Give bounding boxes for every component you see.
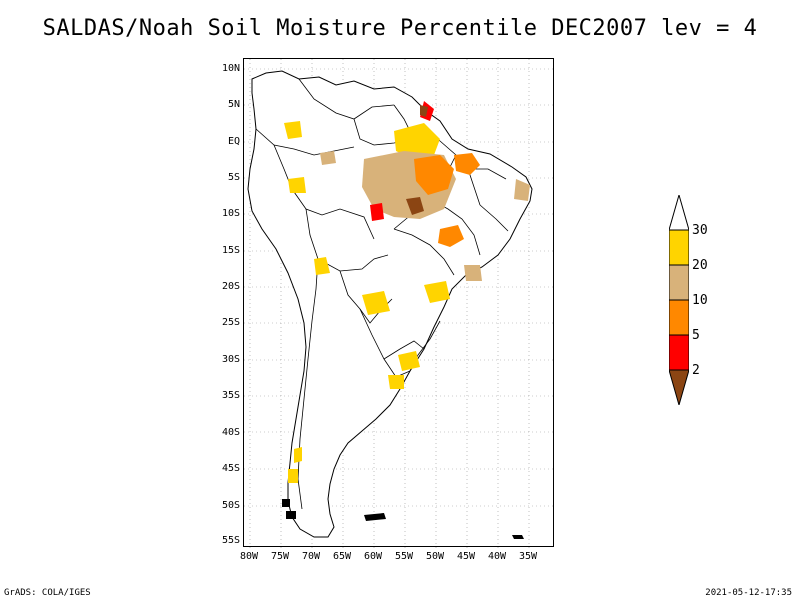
map-panel (243, 58, 555, 548)
patch-20-30 (398, 351, 420, 371)
patch-10-20 (320, 151, 336, 165)
lon-label-55w: 55W (394, 551, 414, 562)
map-title: SALDAS/Noah Soil Moisture Percentile DEC… (42, 16, 758, 41)
patch-2-5 (370, 203, 384, 221)
south-america-map (244, 59, 555, 548)
patch-5-10 (454, 153, 480, 175)
patch-20-30 (284, 121, 302, 139)
patch-below-2 (420, 105, 428, 117)
islands (282, 499, 524, 539)
lon-label-80w: 80W (239, 551, 259, 562)
colorbar-5-10 (668, 299, 690, 336)
patch-5-10 (438, 225, 464, 247)
lat-label-10s: 10S (221, 208, 240, 219)
lat-label-40s: 40S (221, 427, 240, 438)
colorbar-below-2 (668, 369, 690, 407)
patch-20-30 (288, 469, 298, 483)
patch-20-30 (288, 177, 306, 193)
lon-label-75w: 75W (270, 551, 290, 562)
colorbar-label-10: 10 (692, 293, 708, 308)
patch-20-30 (388, 375, 404, 389)
lat-label-10n: 10N (221, 63, 240, 74)
colorbar (668, 193, 690, 407)
footer-timestamp: 2021-05-12-17:35 (705, 588, 792, 598)
lat-label-5n: 5N (227, 99, 240, 110)
patch-below-2 (406, 197, 424, 215)
lat-label-30s: 30S (221, 354, 240, 365)
lon-label-70w: 70W (301, 551, 321, 562)
colorbar-10-20 (668, 264, 690, 301)
lon-label-35w: 35W (518, 551, 538, 562)
colorbar-2-5 (668, 334, 690, 371)
lat-label-25s: 25S (221, 317, 240, 328)
percentile-patches (284, 101, 530, 483)
patch-5-10 (414, 155, 454, 195)
lat-label-55s: 55S (221, 535, 240, 546)
lat-label-15s: 15S (221, 245, 240, 256)
lon-label-65w: 65W (332, 551, 352, 562)
lon-label-45w: 45W (456, 551, 476, 562)
lat-label-eq: EQ (227, 136, 240, 147)
patch-20-30 (362, 291, 390, 315)
south-america-outline (247, 70, 533, 538)
patch-20-30 (294, 447, 302, 463)
patch-20-30 (424, 281, 450, 303)
colorbar-label-5: 5 (692, 328, 700, 343)
colorbar-20-30 (668, 229, 690, 266)
footer-credit: GrADS: COLA/IGES (4, 588, 91, 598)
colorbar-graphic (668, 193, 690, 407)
patch-10-20 (514, 179, 530, 201)
lon-label-50w: 50W (425, 551, 445, 562)
colorbar-label-20: 20 (692, 258, 708, 273)
lon-label-60w: 60W (363, 551, 383, 562)
lat-label-45s: 45S (221, 463, 240, 474)
lat-label-35s: 35S (221, 390, 240, 401)
patch-20-30 (394, 123, 440, 159)
colorbar-label-30: 30 (692, 223, 708, 238)
colorbar-label-2: 2 (692, 363, 700, 378)
patch-20-30 (314, 257, 330, 275)
lat-label-20s: 20S (221, 281, 240, 292)
colorbar-above-30 (668, 193, 690, 231)
lon-label-40w: 40W (487, 551, 507, 562)
patch-10-20 (464, 265, 482, 281)
lat-label-5s: 5S (227, 172, 240, 183)
lat-label-50s: 50S (221, 500, 240, 511)
